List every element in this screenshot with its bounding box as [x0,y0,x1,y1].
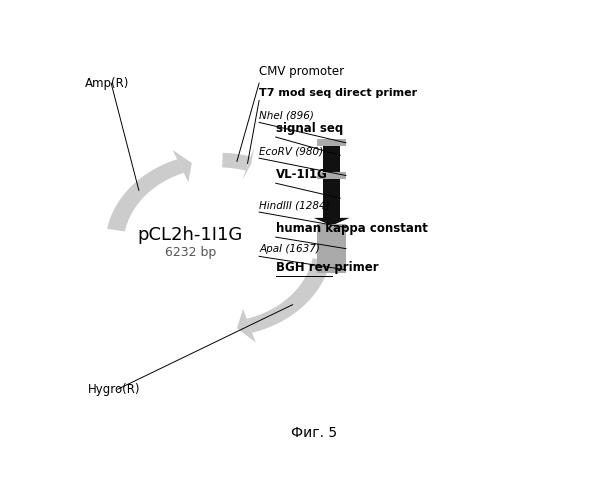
Polygon shape [314,218,349,226]
Text: pCL2h-1I1G: pCL2h-1I1G [138,226,243,244]
Polygon shape [242,146,255,180]
Bar [318,266,346,274]
Text: signal seq: signal seq [276,122,343,135]
Polygon shape [247,258,330,333]
Text: VL-1I1G: VL-1I1G [276,168,327,181]
Text: BGH rev primer: BGH rev primer [276,260,378,274]
Bar [318,232,346,266]
Text: human kappa constant: human kappa constant [276,222,428,235]
Polygon shape [107,159,184,232]
Polygon shape [237,309,256,342]
Text: ApaI (1637): ApaI (1637) [259,244,320,254]
Bar [318,172,346,179]
Bar [323,178,340,218]
Bar [318,140,346,146]
Text: Hygro(R): Hygro(R) [88,382,141,396]
Polygon shape [173,150,192,182]
Text: NheI (896): NheI (896) [259,110,314,120]
Text: 6232 bp: 6232 bp [165,246,216,259]
Text: EcoRV (980): EcoRV (980) [259,146,323,156]
Text: HindIII (1284): HindIII (1284) [259,200,330,210]
Text: Amp(R): Amp(R) [85,76,129,90]
Polygon shape [222,153,251,170]
Text: Фиг. 5: Фиг. 5 [291,426,337,440]
Bar [318,224,346,231]
Text: T7 mod seq direct primer: T7 mod seq direct primer [259,88,417,99]
Text: CMV promoter: CMV promoter [259,66,344,78]
Bar [323,146,340,172]
